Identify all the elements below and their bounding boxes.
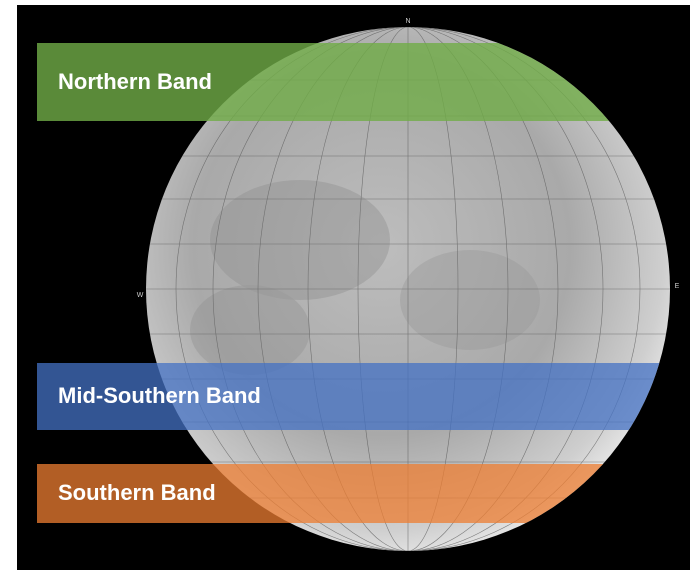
compass-label: W [137, 292, 144, 299]
mid-southern-band [37, 363, 670, 430]
band-label: Southern Band [58, 480, 216, 505]
band-label: Mid-Southern Band [58, 383, 261, 408]
compass-label: N [405, 18, 410, 25]
band-label: Northern Band [58, 69, 212, 94]
compass-label: E [675, 283, 680, 290]
